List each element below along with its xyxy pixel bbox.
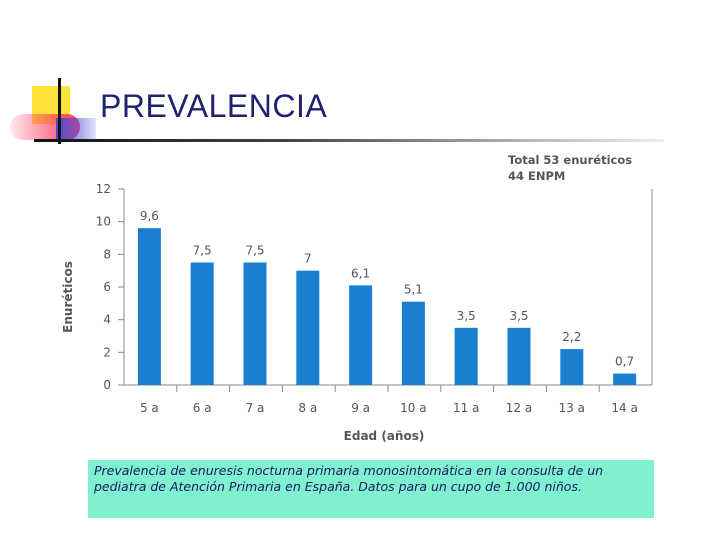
bar-value-label: 0,7 xyxy=(615,355,634,369)
y-tick-label: 6 xyxy=(103,280,111,294)
y-tick-label: 4 xyxy=(103,313,111,327)
bar xyxy=(349,285,373,385)
caption-box: Prevalencia de enuresis nocturna primari… xyxy=(88,460,654,518)
bar xyxy=(190,262,214,385)
y-tick-label: 8 xyxy=(103,247,111,261)
bar-value-label: 7,5 xyxy=(193,244,212,258)
x-tick-label: 10 a xyxy=(400,401,426,415)
caption-text: Prevalencia de enuresis nocturna primari… xyxy=(94,463,604,494)
x-tick-label: 13 a xyxy=(559,401,585,415)
title-underline xyxy=(34,139,664,142)
x-tick-label: 6 a xyxy=(193,401,212,415)
bar-value-label: 3,5 xyxy=(457,309,476,323)
bar-value-label: 6,1 xyxy=(351,266,370,280)
x-tick-label: 7 a xyxy=(246,401,265,415)
logo-vertical-line xyxy=(58,78,61,144)
y-tick-label: 10 xyxy=(96,215,111,229)
page-title: PREVALENCIA xyxy=(100,88,328,124)
bar-value-label: 5,1 xyxy=(404,283,423,297)
x-tick-label: 11 a xyxy=(453,401,479,415)
bar-value-label: 7,5 xyxy=(245,244,264,258)
bar xyxy=(243,262,267,385)
y-tick-label: 0 xyxy=(103,378,111,392)
bar xyxy=(613,373,637,385)
bar-value-label: 3,5 xyxy=(509,309,528,323)
chart-annotation-line-2: 44 ENPM xyxy=(508,169,565,183)
logo-blue-bar xyxy=(56,118,96,142)
bar xyxy=(137,228,161,385)
y-tick-label: 2 xyxy=(103,345,111,359)
bar xyxy=(507,327,531,385)
x-tick-label: 14 a xyxy=(611,401,637,415)
x-tick-label: 9 a xyxy=(351,401,370,415)
chart-annotation-line-1: Total 53 enuréticos xyxy=(508,153,632,167)
y-tick-label: 12 xyxy=(96,182,111,196)
bar-value-label: 7 xyxy=(304,252,312,266)
bar xyxy=(401,301,425,385)
bar xyxy=(454,327,478,385)
x-tick-label: 8 a xyxy=(298,401,317,415)
bar-value-label: 2,2 xyxy=(562,330,581,344)
bar xyxy=(296,270,320,385)
x-axis-label: Edad (años) xyxy=(344,429,425,443)
bar-value-label: 9,6 xyxy=(140,209,159,223)
bar xyxy=(560,349,584,385)
y-axis-label: Enuréticos xyxy=(61,261,75,333)
x-tick-label: 12 a xyxy=(506,401,532,415)
x-tick-label: 5 a xyxy=(140,401,159,415)
